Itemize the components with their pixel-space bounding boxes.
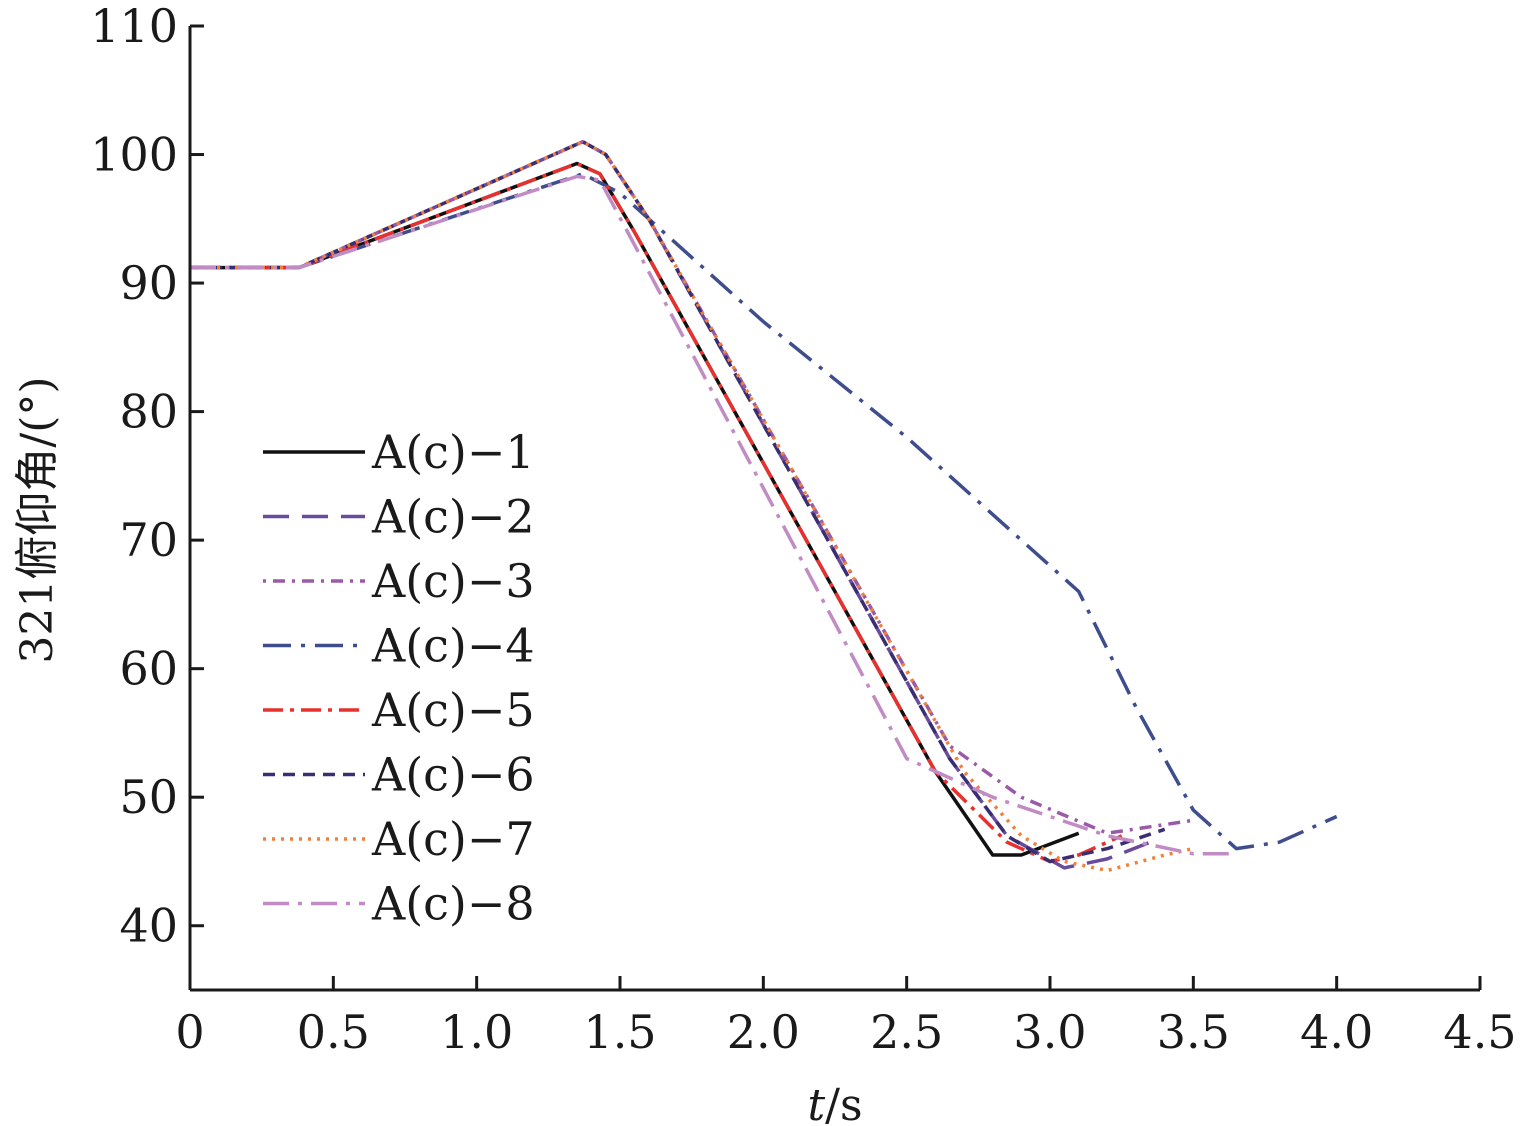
y-tick-label: 60 — [119, 642, 178, 696]
x-tick-label: 0.5 — [297, 1005, 370, 1059]
series-line — [190, 139, 1166, 864]
y-tick-label: 40 — [119, 899, 178, 953]
series-line — [190, 139, 1194, 873]
y-tick-label: 80 — [119, 385, 178, 439]
legend-label: A(c)−7 — [371, 812, 535, 866]
series-lines — [190, 139, 1338, 873]
x-axis-title-variable: t — [807, 1080, 825, 1126]
x-tick-label: 3.5 — [1157, 1005, 1230, 1059]
x-tick-label: 3.0 — [1013, 1005, 1086, 1059]
series-line — [190, 172, 1338, 851]
x-tick-label: 2.5 — [870, 1005, 943, 1059]
y-tick-label: 70 — [119, 513, 178, 567]
y-axis-ticks: 40 50 60 70 80 90 100 110 — [90, 0, 204, 953]
x-axis-ticks: 0 0.5 1.0 1.5 2.0 2.5 3.0 3.5 4.0 4.5 — [175, 976, 1517, 1059]
y-axis-title: 321俯仰角/(°) — [12, 376, 63, 663]
y-tick-label: 50 — [119, 770, 178, 824]
series-line — [190, 161, 1123, 864]
series-line — [190, 139, 1151, 870]
legend-label: A(c)−1 — [371, 425, 535, 479]
x-tick-label: 0 — [175, 1005, 204, 1059]
x-tick-label: 4.5 — [1443, 1005, 1516, 1059]
legend: A(c)−1 A(c)−2 A(c)−3 A(c)−4 A(c)−5 A(c)−6 A(c)… — [263, 425, 535, 931]
legend-label: A(c)−2 — [371, 490, 535, 544]
x-axis-title-unit: /s — [825, 1080, 862, 1126]
y-tick-label: 110 — [90, 0, 178, 53]
y-tick-label: 100 — [90, 128, 178, 182]
x-axis-title: t/s — [807, 1080, 862, 1126]
x-tick-label: 1.0 — [440, 1005, 513, 1059]
x-tick-label: 4.0 — [1300, 1005, 1373, 1059]
legend-label: A(c)−3 — [371, 554, 535, 608]
legend-label: A(c)−6 — [371, 748, 535, 802]
legend-label: A(c)−5 — [371, 683, 535, 737]
series-line — [190, 174, 1237, 856]
series-line — [190, 139, 1194, 835]
legend-label: A(c)−4 — [371, 619, 535, 673]
x-tick-label: 2.0 — [727, 1005, 800, 1059]
x-tick-label: 1.5 — [583, 1005, 656, 1059]
y-tick-label: 90 — [119, 256, 178, 310]
legend-label: A(c)−8 — [371, 877, 535, 931]
